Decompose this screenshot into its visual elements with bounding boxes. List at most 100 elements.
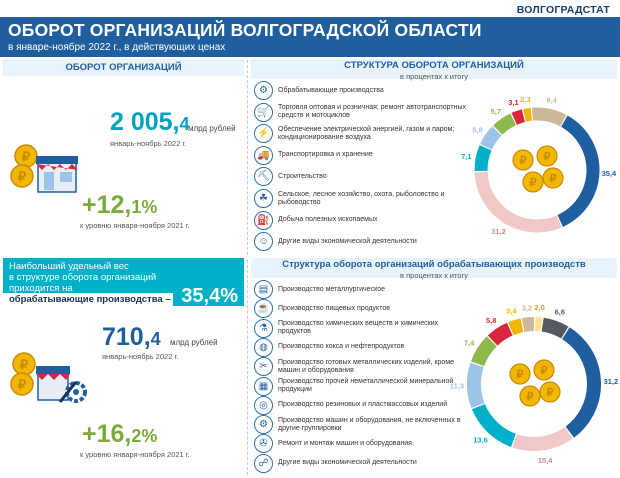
structure-bottom-slice xyxy=(541,317,569,339)
structure-top-slice xyxy=(531,107,567,127)
structure-bottom-legend-label: Другие виды экономической деятельности xyxy=(278,459,417,467)
structure-bottom-legend-item: ✂ Производство готовых металлических изде… xyxy=(254,357,468,377)
structure-bottom-legend-label: Производство химических веществ и химиче… xyxy=(278,320,439,336)
structure-bottom-slice-label: 6,6 xyxy=(555,307,565,316)
tire-icon: ◎ xyxy=(254,395,273,415)
manufacturing-period: январь-ноябрь 2022 г. xyxy=(102,352,179,361)
structure-top-heading: СТРУКТУРА ОБОРОТА ОРГАНИЗАЦИЙ в процента… xyxy=(251,59,617,81)
structure-bottom-slice xyxy=(467,362,485,408)
svg-text:₽: ₽ xyxy=(18,377,27,392)
highlight-box: Наибольший удельный вес в структуре обор… xyxy=(3,258,244,307)
svg-text:₽: ₽ xyxy=(18,169,27,184)
ruble-sign-icon: ₽ xyxy=(527,391,534,403)
structure-bottom-legend-label: Ремонт и монтаж машин и оборудования xyxy=(278,439,412,447)
structure-top-legend-label: Обрабатывающие производства xyxy=(278,86,384,94)
structure-top-legend-item: ☺ Другие виды экономической деятельности xyxy=(254,232,468,252)
structure-top-slice-label: 7,1 xyxy=(461,152,471,161)
structure-bottom-legend-item: ▤ Производство металлургическое xyxy=(254,280,468,299)
structure-bottom-slice-label: 11,3 xyxy=(450,382,464,391)
cart-icon: 🛒 xyxy=(254,102,273,122)
ruble-sign-icon: ₽ xyxy=(544,151,551,163)
structure-bottom-legend-item: ⚗ Производство химических веществ и химич… xyxy=(254,318,468,338)
left-top-heading-text: ОБОРОТ ОРГАНИЗАЦИЙ xyxy=(65,62,182,73)
structure-bottom-legend-item: ⚙ Производство машин и оборудования, не в… xyxy=(254,415,468,435)
structure-bottom-legend-label: Производство металлургическое xyxy=(278,285,385,293)
structure-top-slice xyxy=(474,145,492,172)
header-bar: ОБОРОТ ОРГАНИЗАЦИЙ ВОЛГОГРАДСКОЙ ОБЛАСТИ… xyxy=(0,17,620,57)
structure-bottom-slice xyxy=(561,327,601,438)
structure-bottom-slice xyxy=(512,426,573,451)
coin-icon xyxy=(509,363,531,385)
divider-bottom xyxy=(247,260,248,475)
ruble-sign-icon: ₽ xyxy=(541,365,548,377)
structure-bottom-legend-item: ✇ Ремонт и монтаж машин и оборудования xyxy=(254,434,468,454)
highlight-value: 35,4% xyxy=(181,285,238,307)
highlight-line1: Наибольший удельный вес xyxy=(9,261,129,272)
structure-top-slice xyxy=(557,115,600,227)
structure-bottom-slice-label: 3,2 xyxy=(522,303,532,312)
structure-top-slice-label: 31,2 xyxy=(491,227,506,236)
structure-bottom-slice-label: 13,6 xyxy=(473,435,488,444)
structure-top-legend-label: Обеспечение электрической энергией, газо… xyxy=(278,125,455,141)
tractor-icon: ☘ xyxy=(254,189,273,208)
factory-coins-icon: ₽ ₽ xyxy=(10,352,87,403)
structure-bottom-legend-label: Производство прочей неметаллической мине… xyxy=(278,378,454,393)
structure-bottom-legend-label: Производство кокса и нефтепродуктов xyxy=(278,343,405,351)
manufacturing-value-dec: 4 xyxy=(150,329,161,349)
turnover-value: 2 005,4 xyxy=(110,110,190,135)
structure-bottom-legend-label: Производство резиновых и пластмассовых и… xyxy=(278,401,448,409)
highlight-line3: приходится на xyxy=(9,283,73,294)
structure-top-title: СТРУКТУРА ОБОРОТА ОРГАНИЗАЦИЙ xyxy=(344,60,524,71)
coin-icon xyxy=(522,171,544,193)
brand-name: ВОЛГОГРАДСТАТ xyxy=(516,4,610,16)
structure-top-legend-item: ⚡ Обеспечение электрической энергией, газ… xyxy=(254,124,468,144)
turnover-unit: млрд рублей xyxy=(188,124,236,133)
manufacturing-value: 710,4 xyxy=(102,325,161,350)
structure-top-legend-label: Другие виды экономической деятельности xyxy=(278,237,417,245)
coin-icon xyxy=(519,385,541,407)
page-subtitle: в январе-ноябре 2022 г., в действующих ц… xyxy=(8,42,226,53)
structure-top-slice xyxy=(493,113,517,135)
shop-coins-icon: ₽ ₽ xyxy=(10,144,78,193)
structure-top-legend-item: ⛽ Добыча полезных ископаемых xyxy=(254,210,468,230)
structure-bottom-slice-label: 5,8 xyxy=(486,316,496,325)
ruble-sign-icon: ₽ xyxy=(547,387,554,399)
structure-bottom-slice xyxy=(521,317,535,332)
structure-bottom-slice-label: 2,0 xyxy=(534,303,544,312)
structure-top-slice xyxy=(511,109,526,125)
structure-top-legend-label: Добыча полезных ископаемых xyxy=(278,216,378,224)
truck-icon: 🚚 xyxy=(254,145,273,165)
turnover-period: январь-ноябрь 2022 г. xyxy=(110,139,187,148)
manufacturing-growth-pct: % xyxy=(141,426,158,446)
manufacturing-growth-dec: 2 xyxy=(131,426,142,446)
highlight-line2: в структуре оборота организаций xyxy=(9,272,157,283)
structure-top-legend-item: 🛒 Торговля оптовая и розничная; ремонт ав… xyxy=(254,102,468,122)
structure-top-slice xyxy=(480,126,502,150)
coin-icon xyxy=(539,381,561,403)
barrel-icon: ◍ xyxy=(254,337,273,357)
structure-top-slice-label: 35,4 xyxy=(602,169,617,178)
oil-icon: ⛽ xyxy=(254,210,273,230)
coin-icon xyxy=(533,359,555,381)
metal-icon: ▤ xyxy=(254,280,273,299)
manufacturing-growth: +16,2% xyxy=(82,422,157,447)
structure-top-legend-label: Строительство xyxy=(278,172,327,180)
page-title: ОБОРОТ ОРГАНИЗАЦИЙ ВОЛГОГРАДСКОЙ ОБЛАСТИ xyxy=(8,20,482,40)
ruble-sign-icon: ₽ xyxy=(550,173,557,185)
structure-bottom-legend-label: Производство машин и оборудования, не вк… xyxy=(278,416,461,432)
highlight-line4: обрабатывающие производства – xyxy=(9,294,171,305)
ruble-sign-icon: ₽ xyxy=(520,155,527,167)
structure-top-legend-item: ⛏ Строительство xyxy=(254,167,468,187)
food-icon: ☕ xyxy=(254,299,273,319)
structure-top-slice-label: 5,7 xyxy=(491,107,501,116)
structure-bottom-legend-item: ◎ Производство резиновых и пластмассовых … xyxy=(254,395,468,415)
structure-top-slice-label: 2,3 xyxy=(520,95,530,104)
turnover-value-dec: 4 xyxy=(179,114,190,134)
coin-icon xyxy=(512,149,534,171)
factory-icon: ⚙ xyxy=(254,81,273,100)
power-icon: ⚡ xyxy=(254,124,273,144)
structure-bottom-slice xyxy=(471,403,517,447)
svg-text:₽: ₽ xyxy=(20,357,29,372)
structure-bottom-slice-label: 15,4 xyxy=(538,456,553,465)
structure-top-legend-label: Сельское, лесное хозяйство, охота, рыбол… xyxy=(278,190,445,206)
